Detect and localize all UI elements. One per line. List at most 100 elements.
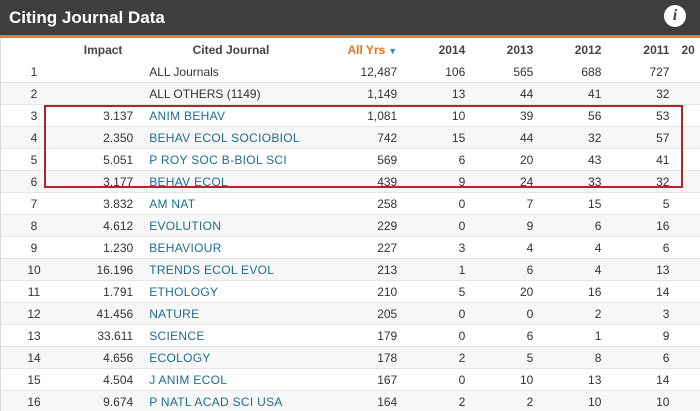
cell-impact: 1.791 xyxy=(67,280,140,303)
cell-2013: 5 xyxy=(471,346,540,369)
col-header-2011[interactable]: 2011 xyxy=(643,42,670,57)
cell-2014: 0 xyxy=(403,214,472,237)
cell-impact: 3.177 xyxy=(67,170,140,193)
journal-link[interactable]: NATURE xyxy=(149,306,200,321)
table-row: 11 1.791 ETHOLOGY 210 5 20 16 14 xyxy=(1,280,700,303)
cell-next-year xyxy=(675,346,700,369)
journal-link[interactable]: ECOLOGY xyxy=(149,350,211,365)
cell-all-years: 229 xyxy=(322,214,404,237)
cell-2014: 0 xyxy=(403,368,472,391)
cell-next-year xyxy=(675,258,700,281)
cell-journal: BEHAV ECOL xyxy=(139,170,323,193)
cell-2012: 56 xyxy=(539,104,608,127)
journal-link[interactable]: AM NAT xyxy=(149,196,196,211)
cell-journal: P ROY SOC B-BIOL SCI xyxy=(139,148,323,171)
col-header-2012[interactable]: 2012 xyxy=(574,42,602,57)
journal-link[interactable]: BEHAVIOUR xyxy=(149,240,222,255)
cell-2014: 6 xyxy=(403,148,472,171)
journal-link[interactable]: BEHAV ECOL xyxy=(149,174,228,189)
cell-2013: 4 xyxy=(471,236,540,259)
cell-2012: 1 xyxy=(539,324,608,347)
cell-all-years: 258 xyxy=(322,192,404,215)
panel-title: Citing Journal Data xyxy=(9,8,165,27)
journal-link[interactable]: TRENDS ECOL EVOL xyxy=(149,262,275,277)
cell-next-year xyxy=(675,192,700,215)
col-header-next-year[interactable]: 20 xyxy=(681,42,695,57)
citing-journal-table-container[interactable]: Impact Cited Journal All Yrs ▼ 2014 2013 … xyxy=(0,38,700,411)
col-header-all-years[interactable]: All Yrs ▼ xyxy=(323,38,403,61)
cell-impact: 4.504 xyxy=(67,368,140,391)
cell-rank: 2 xyxy=(1,82,67,105)
table-row: 16 9.674 P NATL ACAD SCI USA 164 2 2 10 10 xyxy=(1,390,700,411)
cell-next-year xyxy=(675,236,700,259)
journal-link[interactable]: P ROY SOC B-BIOL SCI xyxy=(149,152,288,167)
cell-all-years: 569 xyxy=(322,148,404,171)
cell-2012: 32 xyxy=(539,126,608,149)
cell-rank: 8 xyxy=(1,214,67,237)
cell-2012: 16 xyxy=(539,280,608,303)
cell-all-years: 210 xyxy=(322,280,404,303)
cell-2012: 4 xyxy=(539,236,608,259)
cell-next-year xyxy=(675,280,700,303)
cell-2014: 2 xyxy=(403,346,472,369)
table-row: 15 4.504 J ANIM ECOL 167 0 10 13 14 xyxy=(1,368,700,391)
cell-2011: 6 xyxy=(607,346,676,369)
cell-2011: 57 xyxy=(607,126,676,149)
cell-2013: 10 xyxy=(471,368,540,391)
cell-journal: AM NAT xyxy=(139,192,323,215)
cell-all-years: 1,149 xyxy=(322,82,404,105)
cell-2011: 16 xyxy=(607,214,676,237)
cell-impact: 4.656 xyxy=(67,346,140,369)
cell-all-years: 742 xyxy=(322,126,404,149)
cell-2013: 20 xyxy=(471,280,540,303)
col-header-impact[interactable]: Impact xyxy=(83,42,123,57)
cell-rank: 11 xyxy=(1,280,67,303)
cell-rank: 10 xyxy=(1,258,67,281)
col-header-2013[interactable]: 2013 xyxy=(506,42,534,57)
journal-label: ALL OTHERS (1149) xyxy=(149,86,261,101)
cell-impact: 1.230 xyxy=(67,236,140,259)
cell-journal: J ANIM ECOL xyxy=(139,368,323,391)
cell-2013: 7 xyxy=(471,192,540,215)
cell-rank: 6 xyxy=(1,170,67,193)
cell-2011: 9 xyxy=(607,324,676,347)
cell-2013: 6 xyxy=(471,324,540,347)
cell-2014: 9 xyxy=(403,170,472,193)
cell-all-years: 164 xyxy=(322,390,404,411)
journal-link[interactable]: ANIM BEHAV xyxy=(149,108,226,123)
cell-all-years: 178 xyxy=(322,346,404,369)
cell-next-year xyxy=(675,104,700,127)
journal-link[interactable]: ETHOLOGY xyxy=(149,284,219,299)
journal-link[interactable]: EVOLUTION xyxy=(149,218,222,233)
cell-2011: 41 xyxy=(607,148,676,171)
cell-2011: 727 xyxy=(607,61,676,83)
journal-link[interactable]: P NATL ACAD SCI USA xyxy=(149,394,283,409)
cell-2012: 688 xyxy=(539,61,608,83)
info-icon[interactable]: i xyxy=(664,5,686,27)
col-header-cited-journal[interactable]: Cited Journal xyxy=(192,42,270,57)
cell-2012: 2 xyxy=(539,302,608,325)
cell-journal: NATURE xyxy=(139,302,323,325)
cell-next-year xyxy=(675,148,700,171)
journal-link[interactable]: BEHAV ECOL SOCIOBIOL xyxy=(149,130,300,145)
journal-link[interactable]: SCIENCE xyxy=(149,328,205,343)
cell-2013: 20 xyxy=(471,148,540,171)
cell-2012: 15 xyxy=(539,192,608,215)
cell-impact xyxy=(67,82,140,105)
cell-all-years: 179 xyxy=(322,324,404,347)
cell-2012: 13 xyxy=(539,368,608,391)
cell-journal: ETHOLOGY xyxy=(139,280,323,303)
table-row: 3 3.137 ANIM BEHAV 1,081 10 39 56 53 xyxy=(1,104,700,127)
cell-2014: 13 xyxy=(403,82,472,105)
col-header-2014[interactable]: 2014 xyxy=(438,42,466,57)
sort-desc-icon: ▼ xyxy=(388,45,398,56)
cell-next-year xyxy=(675,82,700,105)
journal-link[interactable]: J ANIM ECOL xyxy=(149,372,228,387)
cell-impact: 2.350 xyxy=(67,126,140,149)
cell-impact: 9.674 xyxy=(67,390,140,411)
table-row: 8 4.612 EVOLUTION 229 0 9 6 16 xyxy=(1,214,700,237)
cell-2011: 14 xyxy=(607,280,676,303)
cell-rank: 16 xyxy=(1,390,67,411)
cell-2013: 0 xyxy=(471,302,540,325)
cell-2012: 43 xyxy=(539,148,608,171)
